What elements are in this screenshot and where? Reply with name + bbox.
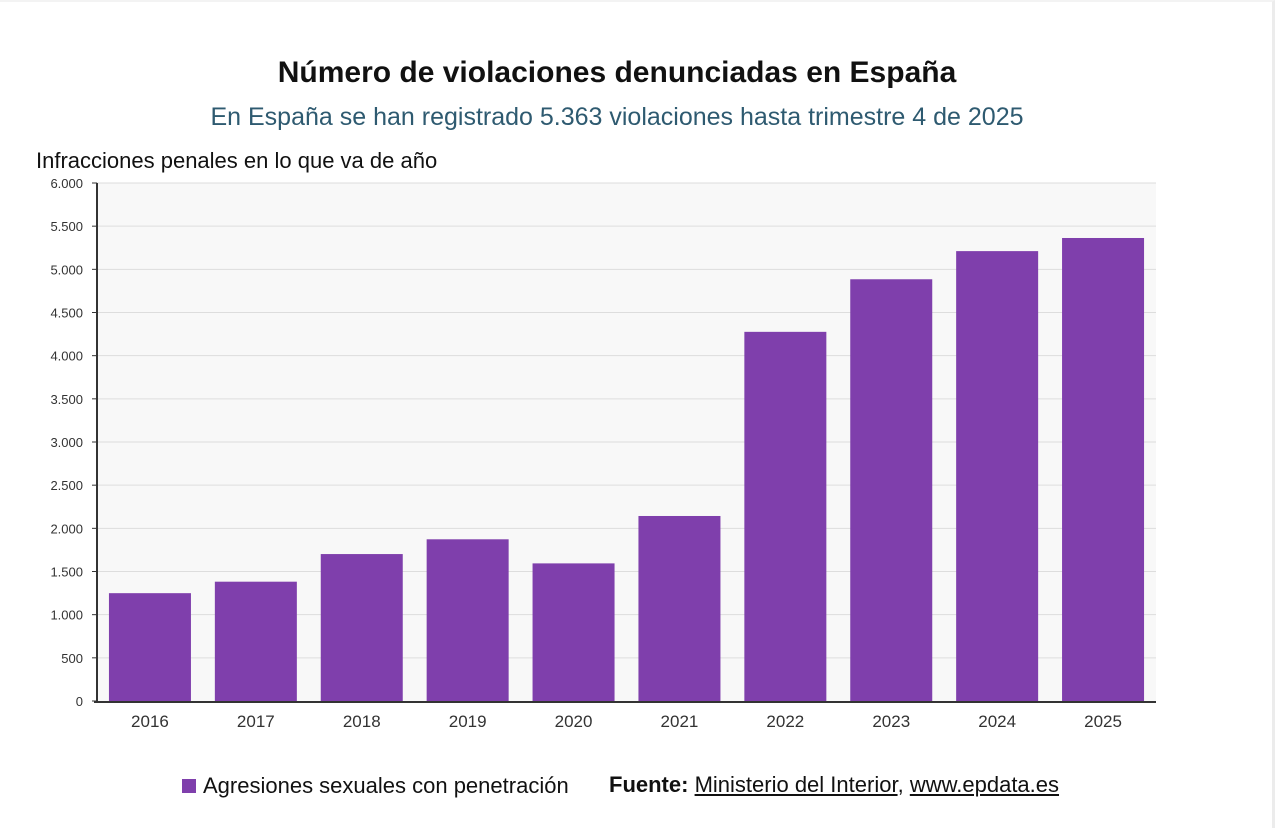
y-tick-label: 2.500 [50,478,83,493]
x-tick-label: 2021 [661,712,699,731]
y-tick-label: 1.500 [50,565,83,580]
y-tick-label: 1.000 [50,608,83,623]
x-tick-label: 2019 [449,712,487,731]
bar-2020 [532,563,615,701]
y-tick-label: 500 [61,651,83,666]
source-link-ministerio[interactable]: Ministerio del Interior [694,772,898,797]
source-credit: Fuente: Ministerio del Interior, www.epd… [609,772,1059,798]
bar-2024 [956,251,1039,701]
x-tick-label: 2020 [555,712,593,731]
y-tick-label: 5.500 [50,219,83,234]
x-tick-label: 2016 [131,712,169,731]
y-tick-label: 6.000 [50,176,83,191]
source-prefix: Fuente: [609,772,689,797]
bar-2016 [108,593,191,701]
y-tick-label: 2.000 [50,521,83,536]
legend-swatch [182,779,196,793]
y-tick-label: 3.000 [50,435,83,450]
y-tick-label: 4.500 [50,306,83,321]
source-link-epdata[interactable]: www.epdata.es [909,772,1060,797]
x-tick-label: 2024 [978,712,1016,731]
chart-title: Número de violaciones denunciadas en Esp… [277,56,957,89]
source-separator: , [897,772,904,797]
legend: Agresiones sexuales con penetración [182,773,569,799]
y-axis-label: Infracciones penales en lo que va de año [36,148,438,173]
bar-2021 [638,515,721,701]
chart-subtitle: En España se han registrado 5.363 violac… [210,103,1024,131]
y-tick-label: 3.500 [50,392,83,407]
x-tick-label: 2018 [343,712,381,731]
x-tick-label: 2023 [872,712,910,731]
legend-label: Agresiones sexuales con penetración [203,773,569,798]
bar-2017 [214,581,297,701]
x-tick-label: 2017 [237,712,275,731]
x-tick-label: 2022 [766,712,804,731]
bar-2019 [426,539,509,701]
y-tick-label: 5.000 [50,262,83,277]
y-tick-label: 4.000 [50,349,83,364]
bar-2023 [850,279,933,701]
bar-2025 [1062,237,1145,702]
bar-2022 [744,331,827,701]
x-tick-label: 2025 [1084,712,1122,731]
y-tick-label: 0 [76,694,83,709]
bar-2018 [320,554,403,701]
